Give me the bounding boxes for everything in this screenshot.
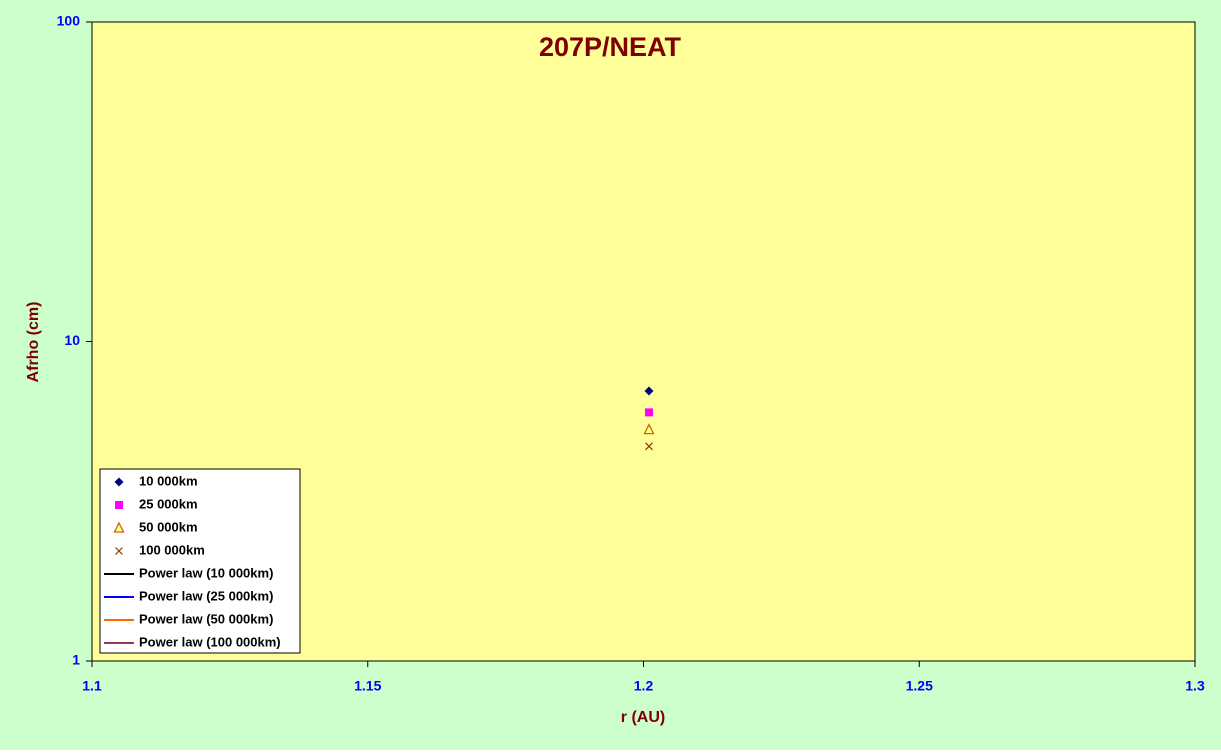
x-tick-label: 1.3 xyxy=(1185,678,1205,694)
legend-label: 25 000km xyxy=(139,496,198,511)
legend-label: Power law (100 000km) xyxy=(139,634,281,649)
y-axis-label: Afrho (cm) xyxy=(25,302,42,383)
x-tick-label: 1.15 xyxy=(354,678,381,694)
legend-label: Power law (10 000km) xyxy=(139,565,273,580)
data-point xyxy=(644,386,654,396)
legend-label: 50 000km xyxy=(139,519,198,534)
legend-label: 100 000km xyxy=(139,542,205,557)
chart-title: 207P/NEAT xyxy=(539,32,682,62)
x-tick-label: 1.2 xyxy=(634,678,654,694)
y-tick-label: 1 xyxy=(72,652,80,668)
legend-symbol xyxy=(115,501,123,509)
data-point xyxy=(645,442,653,451)
legend-label: Power law (50 000km) xyxy=(139,611,273,626)
data-point xyxy=(643,423,655,435)
x-tick-label: 1.1 xyxy=(82,678,102,694)
y-tick-label: 10 xyxy=(64,332,80,348)
legend-symbol xyxy=(115,547,123,555)
legend-symbol xyxy=(114,477,124,487)
legend xyxy=(99,468,301,654)
legend-label: Power law (25 000km) xyxy=(139,588,273,603)
y-tick-label: 100 xyxy=(57,13,81,29)
data-point xyxy=(645,408,654,417)
x-tick-label: 1.25 xyxy=(906,678,933,694)
legend-label: 10 000km xyxy=(139,473,198,488)
legend-symbol xyxy=(113,521,125,533)
x-axis-label: r (AU) xyxy=(621,709,665,726)
